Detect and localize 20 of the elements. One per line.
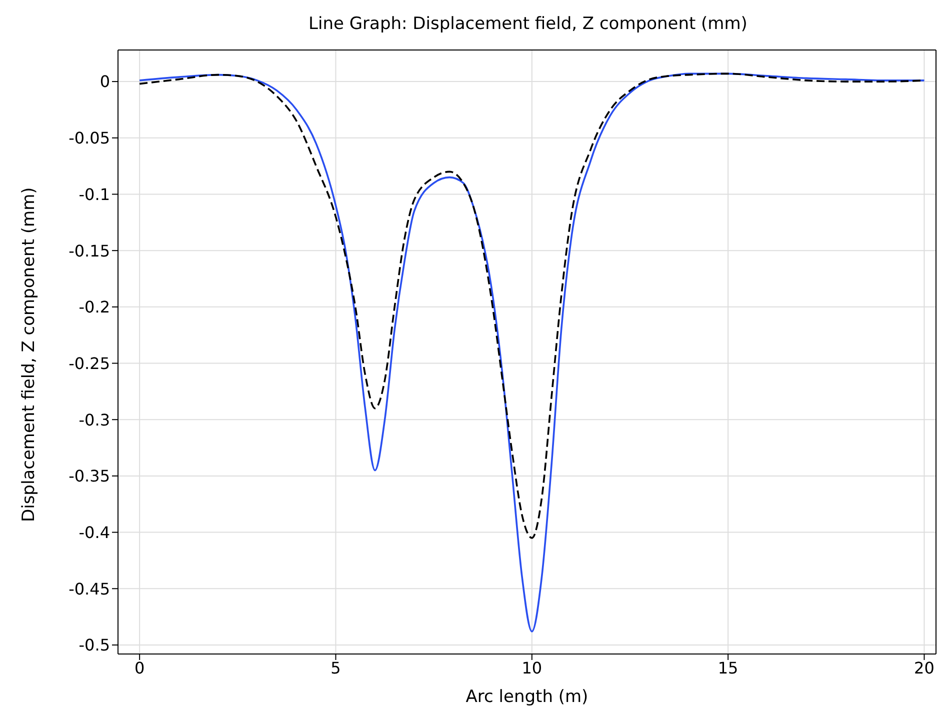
x-tick-label: 0 bbox=[134, 658, 145, 678]
y-tick-label: -0.2 bbox=[78, 298, 110, 317]
x-axis-title: Arc length (m) bbox=[466, 687, 588, 707]
y-tick-label: -0.5 bbox=[78, 636, 110, 655]
y-tick-label: -0.05 bbox=[68, 128, 110, 148]
y-axis-title: Displacement field, Z component (mm) bbox=[19, 187, 40, 522]
x-tick-label: 20 bbox=[914, 658, 934, 678]
y-tick-label: -0.3 bbox=[78, 410, 110, 430]
y-tick-label: -0.15 bbox=[68, 241, 110, 260]
y-tick-label: -0.4 bbox=[78, 522, 110, 542]
chart-title: Line Graph: Displacement field, Z component (mm) bbox=[308, 13, 748, 36]
y-tick-label: -0.1 bbox=[78, 184, 110, 204]
x-tick-label: 5 bbox=[330, 658, 341, 678]
y-tick-label: -0.35 bbox=[68, 466, 110, 486]
x-tick-label: 15 bbox=[718, 658, 738, 678]
y-tick-label: -0.25 bbox=[68, 354, 110, 373]
line-series bbox=[138, 72, 926, 632]
x-tick-label: 10 bbox=[522, 658, 542, 678]
y-tick-label: -0.45 bbox=[68, 579, 110, 598]
y-tick-label: 0 bbox=[100, 72, 110, 92]
